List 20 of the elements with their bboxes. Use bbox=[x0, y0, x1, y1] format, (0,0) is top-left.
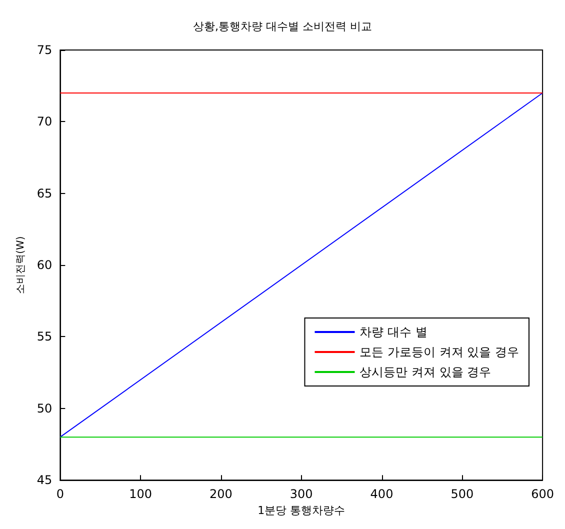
x-tick-label: 600 bbox=[531, 487, 554, 502]
x-tick-label: 300 bbox=[290, 487, 313, 502]
x-tick-label: 100 bbox=[129, 487, 152, 502]
y-tick-label: 70 bbox=[36, 114, 52, 129]
y-tick-label: 45 bbox=[36, 473, 52, 488]
x-axis-title: 1분당 통행차량수 bbox=[258, 504, 346, 517]
legend-label: 차량 대수 별 bbox=[360, 325, 428, 339]
y-tick-label: 65 bbox=[36, 186, 52, 200]
chart-title: 상황,통행차량 대수별 소비전력 비교 bbox=[193, 20, 372, 33]
y-tick-label: 60 bbox=[36, 258, 52, 272]
legend-label: 상시등만 켜져 있을 경우 bbox=[360, 365, 492, 379]
y-axis-title: 소비전력(W) bbox=[16, 236, 26, 294]
x-tick-label: 500 bbox=[450, 487, 474, 502]
x-tick-label: 400 bbox=[370, 487, 394, 502]
x-tick-label: 0 bbox=[56, 487, 64, 502]
y-tick-label: 75 bbox=[36, 43, 52, 57]
legend-label: 모든 가로등이 켜져 있을 경우 bbox=[360, 345, 520, 359]
y-tick-label: 50 bbox=[36, 401, 52, 416]
x-tick-label: 200 bbox=[210, 487, 232, 502]
y-tick-label: 55 bbox=[36, 330, 52, 344]
